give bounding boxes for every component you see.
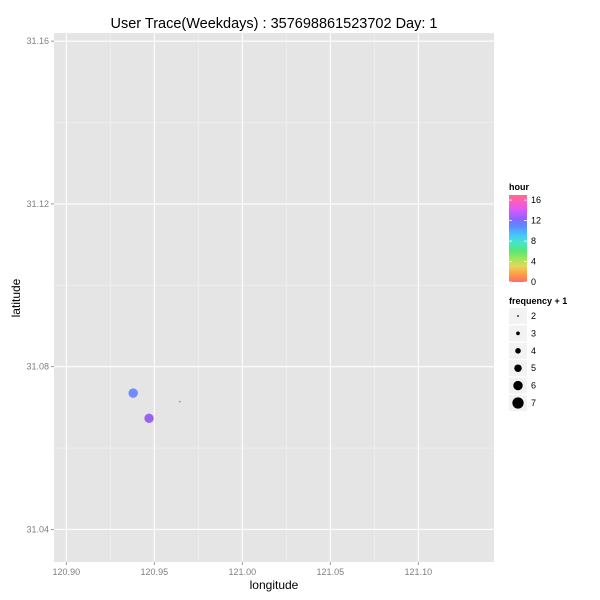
color-legend-label: 16 — [531, 195, 541, 205]
y-tick-label: 31.16 — [26, 36, 49, 46]
color-legend-bar — [509, 195, 527, 282]
size-legend-label: 7 — [531, 398, 536, 408]
x-tick-label: 121.05 — [317, 567, 345, 577]
size-legend-dot — [516, 331, 520, 336]
x-axis-title: longitude — [250, 578, 299, 592]
size-legend-label: 2 — [531, 311, 536, 321]
y-tick-label: 31.08 — [26, 362, 49, 372]
data-point — [144, 413, 154, 424]
size-legend-dot — [512, 397, 524, 409]
y-axis-ticks: 31.04 31.08 31.12 31.16 — [26, 36, 54, 534]
x-axis-ticks: 120.90 120.95 121.00 121.05 121.10 — [53, 562, 433, 577]
color-legend-label: 8 — [531, 236, 536, 246]
color-legend-label: 12 — [531, 216, 541, 226]
x-tick-label: 121.10 — [405, 567, 433, 577]
size-legend-dot — [515, 348, 521, 354]
size-legend-dot — [514, 364, 522, 372]
size-legend-label: 5 — [531, 363, 536, 373]
color-legend-labels: 16 12 8 4 0 — [509, 195, 541, 287]
color-legend: hour 16 12 8 4 0 — [509, 182, 541, 287]
plot-panel — [54, 33, 494, 562]
x-tick-label: 120.95 — [141, 567, 169, 577]
size-legend-title: frequency + 1 — [509, 296, 567, 306]
color-legend-label: 0 — [531, 277, 536, 287]
size-legend-label: 6 — [531, 381, 536, 391]
size-legend-label: 4 — [531, 346, 536, 356]
size-legend-dot — [517, 315, 519, 317]
size-legend: frequency + 1 2 3 4 5 6 7 — [509, 296, 567, 411]
chart-title: User Trace(Weekdays) : 357698861523702 D… — [111, 16, 438, 32]
data-point — [178, 400, 181, 403]
data-point — [128, 388, 138, 398]
major-gridlines — [54, 33, 494, 562]
color-legend-title: hour — [509, 182, 529, 192]
y-tick-label: 31.12 — [26, 199, 49, 209]
x-tick-label: 121.00 — [229, 567, 257, 577]
y-axis-title: latitude — [9, 278, 23, 317]
minor-gridlines — [54, 33, 494, 562]
data-points — [128, 388, 181, 424]
color-legend-label: 4 — [531, 257, 536, 267]
size-legend-dot — [513, 380, 523, 391]
size-legend-items: 2 3 4 5 6 7 — [509, 308, 536, 411]
size-legend-label: 3 — [531, 328, 536, 338]
y-tick-label: 31.04 — [26, 524, 49, 534]
x-tick-label: 120.90 — [53, 567, 81, 577]
